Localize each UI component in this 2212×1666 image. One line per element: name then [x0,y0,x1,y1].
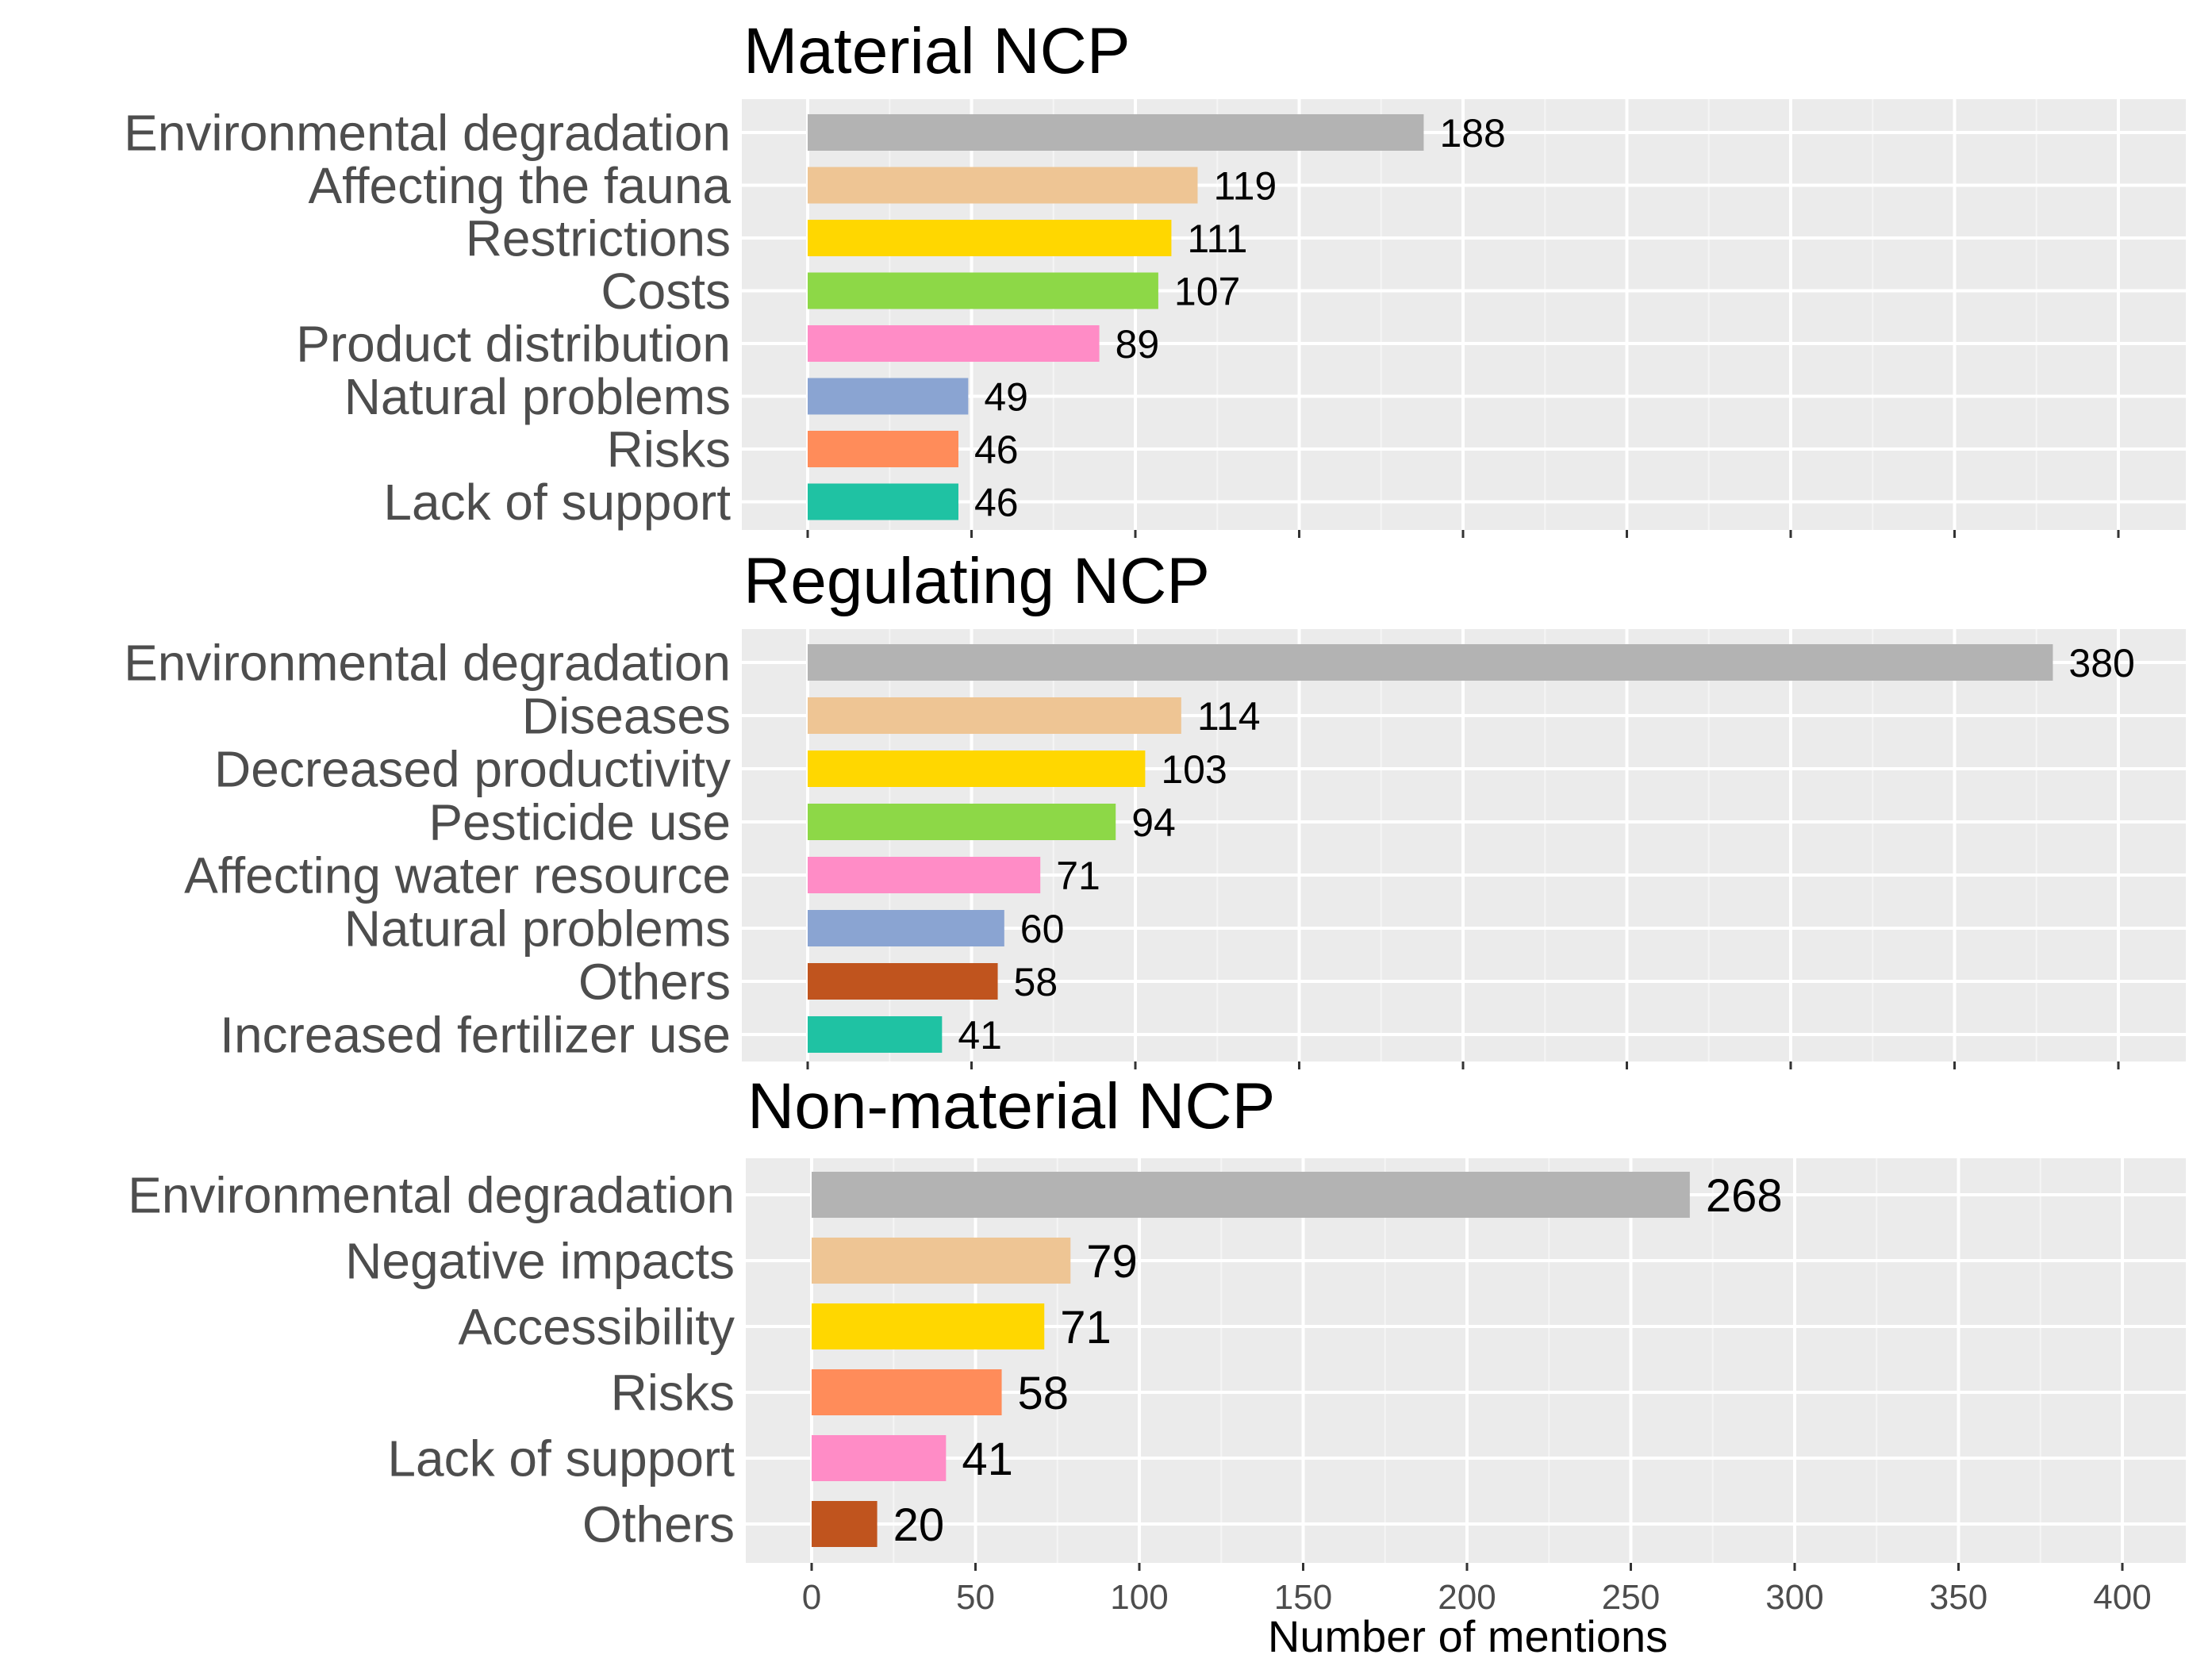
x-tick-label: 300 [1765,1578,1823,1617]
value-label: 41 [962,1434,1013,1485]
bar [808,857,1041,893]
bar [812,1435,947,1481]
bar [808,750,1146,787]
bar [808,644,2053,681]
category-label: Natural problems [344,900,731,957]
bar [808,963,998,1000]
category-label: Costs [601,263,731,320]
value-label: 188 [1439,111,1505,155]
x-tick-label: 100 [1110,1578,1168,1617]
category-label: Increased fertilizer use [220,1006,731,1063]
bar [812,1369,1002,1415]
category-label: Others [578,953,731,1010]
value-label: 114 [1197,694,1261,739]
value-label: 79 [1086,1236,1138,1288]
x-tick-label: 250 [1602,1578,1660,1617]
value-label: 41 [958,1013,1002,1058]
bar [808,378,969,415]
bar [808,220,1172,256]
panel-title: Regulating NCP [743,545,1210,617]
panel-title: Material NCP [743,15,1131,87]
value-label: 20 [893,1499,945,1551]
category-label: Natural problems [344,368,731,425]
category-label: Affecting the fauna [308,157,731,214]
bar [808,910,1004,946]
value-label: 119 [1213,164,1277,209]
bar [812,1303,1045,1349]
bar [808,114,1424,151]
bar [808,167,1198,204]
category-label: Risks [611,1364,735,1421]
x-tick-label: 350 [1930,1578,1987,1617]
panel-title: Non-material NCP [747,1070,1275,1142]
value-label: 71 [1060,1302,1112,1353]
value-label: 111 [1187,217,1247,261]
category-label: Product distribution [296,315,731,372]
category-label: Environmental degradation [124,104,731,161]
bar [812,1238,1071,1284]
value-label: 268 [1706,1170,1783,1222]
bar [808,1016,943,1053]
x-tick-label: 200 [1438,1578,1496,1617]
bar [808,272,1158,309]
value-label: 103 [1161,747,1227,792]
category-label: Environmental degradation [124,634,731,691]
category-label: Affecting water resource [184,846,731,904]
x-tick-label: 400 [2093,1578,2151,1617]
x-tick-label: 50 [956,1578,995,1617]
category-label: Accessibility [458,1298,735,1355]
value-label: 58 [1018,1368,1070,1419]
value-label: 94 [1131,800,1176,845]
bar [812,1501,878,1547]
value-label: 380 [2068,641,2134,685]
category-label: Others [582,1495,735,1553]
category-label: Negative impacts [345,1232,735,1289]
category-label: Lack of support [387,1430,735,1487]
value-label: 46 [974,481,1019,525]
category-label: Lack of support [383,474,731,531]
x-axis-title: Number of mentions [1268,1611,1668,1661]
value-label: 89 [1116,322,1160,367]
category-label: Restrictions [466,209,731,267]
category-label: Diseases [522,687,731,744]
bar [808,697,1181,734]
value-label: 49 [984,375,1028,420]
bar [812,1172,1690,1218]
category-label: Environmental degradation [128,1166,735,1223]
value-label: 107 [1174,270,1240,314]
x-tick-label: 150 [1274,1578,1332,1617]
bar [808,804,1116,840]
category-label: Decreased productivity [214,740,731,797]
category-label: Pesticide use [428,793,731,850]
value-label: 58 [1014,960,1058,1004]
value-label: 71 [1056,854,1100,898]
bar [808,325,1100,362]
category-label: Risks [607,420,731,478]
value-label: 46 [974,428,1019,472]
x-tick-label: 0 [802,1578,821,1617]
value-label: 60 [1020,907,1065,951]
bar [808,431,958,467]
bar [808,483,958,520]
